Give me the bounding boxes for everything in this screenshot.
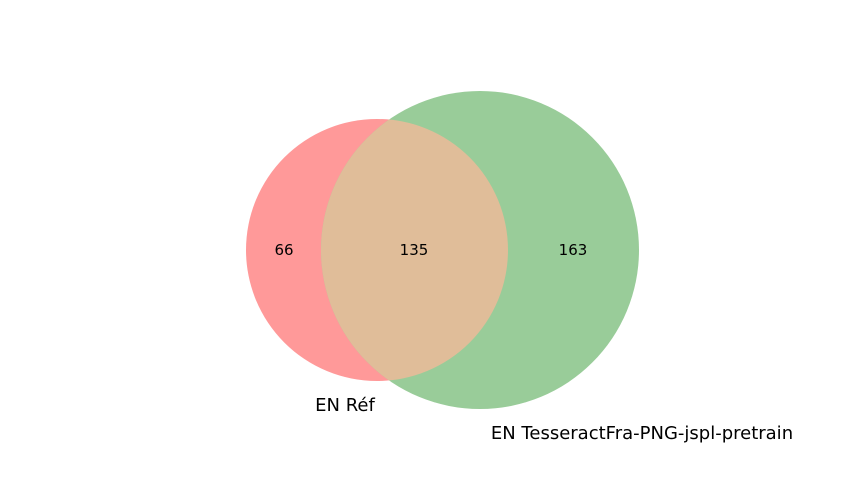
right-only-count: 163 (559, 241, 588, 259)
overlap-count: 135 (400, 241, 429, 259)
set-b-label: EN TesseractFra-PNG-jspl-pretrain (491, 423, 793, 444)
left-only-count: 66 (274, 241, 293, 259)
set-a-label: EN Réf (315, 395, 375, 416)
overlap-region (321, 119, 508, 381)
